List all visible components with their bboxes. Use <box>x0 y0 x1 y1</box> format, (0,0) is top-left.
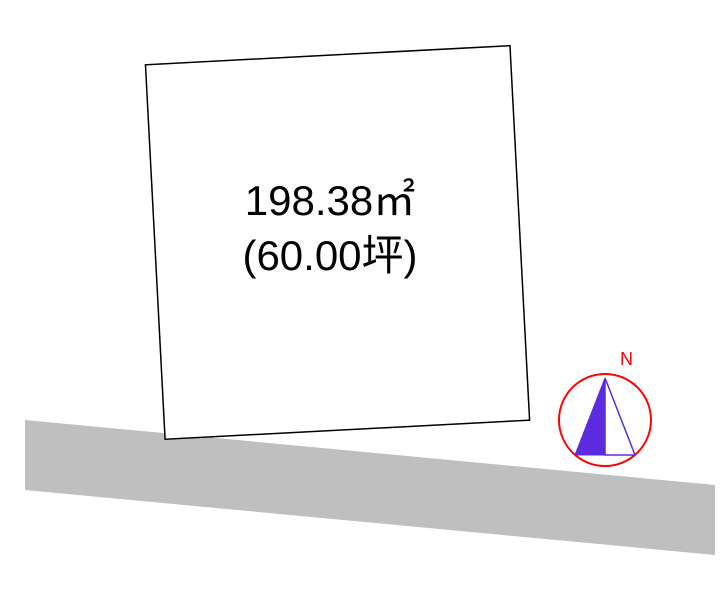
diagram-svg: 198.38㎡ (60.00坪) N <box>0 0 726 590</box>
compass-needle-right <box>605 378 635 455</box>
compass-icon: N <box>559 349 651 466</box>
area-text-line2: (60.00坪) <box>242 232 417 279</box>
compass-label: N <box>620 349 633 369</box>
area-text-line1: 198.38㎡ <box>245 177 415 224</box>
compass-needle-left <box>575 378 605 455</box>
lot-diagram: 198.38㎡ (60.00坪) N <box>0 0 726 590</box>
